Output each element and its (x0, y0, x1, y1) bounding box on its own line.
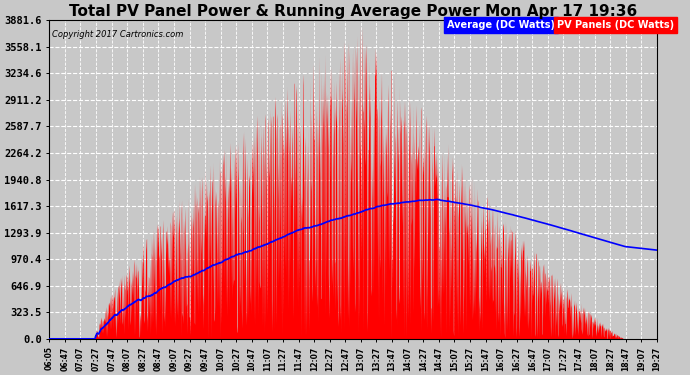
Text: PV Panels (DC Watts): PV Panels (DC Watts) (557, 20, 674, 30)
Text: Average (DC Watts): Average (DC Watts) (447, 20, 555, 30)
Title: Total PV Panel Power & Running Average Power Mon Apr 17 19:36: Total PV Panel Power & Running Average P… (69, 4, 638, 19)
Text: Copyright 2017 Cartronics.com: Copyright 2017 Cartronics.com (52, 30, 184, 39)
